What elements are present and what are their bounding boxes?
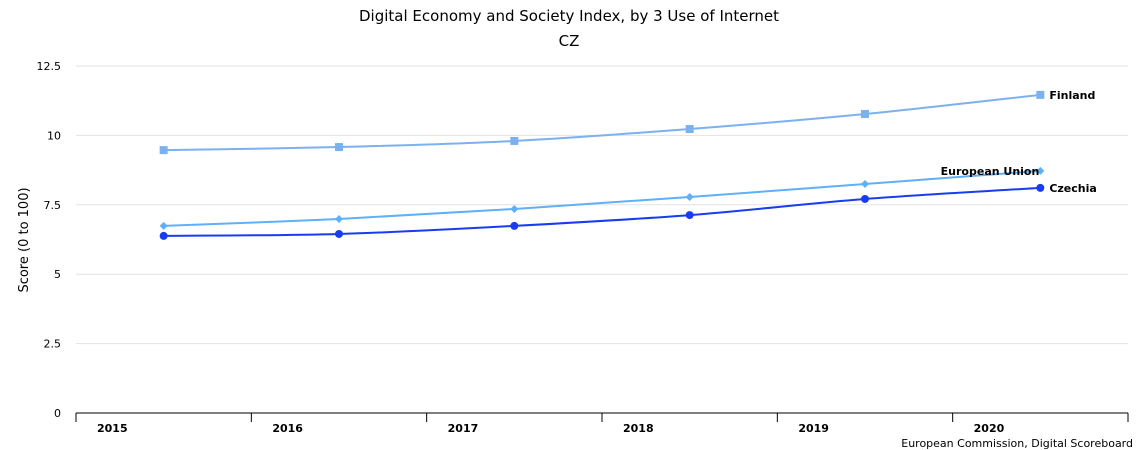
data-point[interactable] (685, 125, 694, 134)
x-tick-label: 2018 (623, 422, 654, 435)
data-point[interactable] (685, 211, 694, 220)
data-point[interactable] (159, 231, 168, 240)
series-line-finland (163, 93, 1041, 152)
series-european-union: European Union (159, 165, 1045, 230)
y-tick-label: 10 (47, 129, 61, 142)
y-tick-label: 0 (54, 407, 61, 420)
series-czechia: Czechia (159, 182, 1097, 240)
y-tick-label: 5 (54, 268, 61, 281)
data-point[interactable] (685, 193, 694, 202)
data-point[interactable] (861, 110, 869, 119)
data-point[interactable] (159, 221, 168, 230)
series-label-european-union: European Union (941, 165, 1040, 178)
chart-subtitle: CZ (558, 32, 580, 50)
grid-lines (76, 65, 1128, 345)
y-axis-label: Score (0 to 100) (17, 187, 32, 292)
data-point[interactable] (510, 221, 519, 230)
series-group: Finland European Union Czechia (159, 89, 1097, 240)
data-point[interactable] (510, 204, 519, 213)
chart-title: Digital Economy and Society Index, by 3 … (359, 7, 779, 25)
series-label-finland: Finland (1049, 89, 1095, 102)
x-tick-label: 2019 (798, 422, 829, 435)
x-tick-label: 2015 (97, 422, 128, 435)
series-line-czechia (163, 186, 1041, 237)
y-tick-label: 12.5 (37, 60, 62, 73)
y-tick-label: 2.5 (44, 338, 62, 351)
source-note: European Commission, Digital Scoreboard (901, 437, 1133, 450)
data-point[interactable] (510, 136, 519, 145)
y-tick-label: 7.5 (44, 199, 62, 212)
series-finland: Finland (159, 89, 1095, 155)
y-axis-ticks: 0 2.5 5 7.5 10 12.5 (37, 60, 62, 420)
data-point[interactable] (335, 214, 343, 223)
data-point[interactable] (861, 194, 869, 203)
x-axis: 2015 2016 2017 2018 2019 2020 (75, 412, 1129, 435)
data-point[interactable] (1036, 166, 1045, 175)
data-point[interactable] (335, 143, 343, 152)
data-point[interactable] (159, 146, 168, 155)
data-point[interactable] (861, 179, 869, 188)
data-point[interactable] (1036, 90, 1045, 99)
data-point[interactable] (335, 229, 343, 238)
x-tick-label: 2020 (974, 422, 1005, 435)
data-point[interactable] (1036, 183, 1045, 192)
x-tick-label: 2016 (272, 422, 303, 435)
series-label-czechia: Czechia (1049, 182, 1096, 195)
series-line-european-union (163, 169, 1041, 227)
x-tick-label: 2017 (448, 422, 479, 435)
